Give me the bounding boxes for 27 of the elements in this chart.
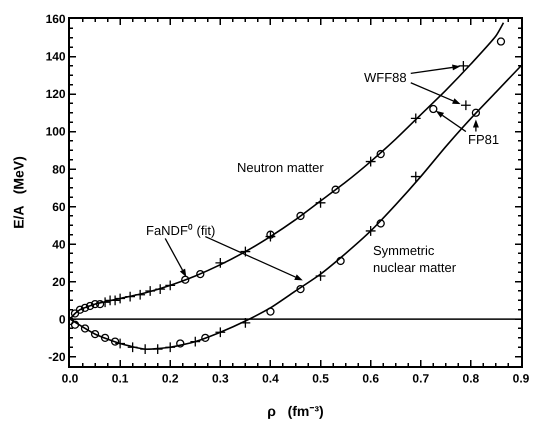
y-axis-title: E/A (MeV) — [10, 156, 27, 229]
y-tick-label: 80 — [52, 162, 66, 176]
y-tick-label: -20 — [48, 350, 66, 364]
annotation: WFF88 — [364, 70, 407, 85]
y-tick-label: 20 — [52, 274, 66, 289]
x-tick-label: 0.2 — [162, 371, 179, 386]
series-label: Symmetric nuclear matter — [373, 243, 457, 275]
y-tick-label: 160 — [46, 12, 66, 26]
x-tick-label: 0.0 — [62, 371, 79, 386]
y-tick-label: 60 — [52, 200, 66, 214]
x-tick-label: 0.5 — [312, 371, 330, 386]
x-tick-label: 0.3 — [212, 371, 229, 386]
y-tick-label: 120 — [46, 87, 66, 102]
annotation: FP81 — [468, 132, 500, 147]
y-tick-label: 140 — [46, 50, 66, 64]
y-tick-label: 40 — [52, 237, 66, 252]
x-tick-label: 0.7 — [412, 371, 430, 386]
y-tick-label: 100 — [46, 124, 66, 139]
x-axis-title: ρ (fm⁻³) — [267, 403, 324, 420]
x-tick-label: 0.1 — [112, 371, 129, 386]
annotation: FaNDF⁰ (fit) — [146, 223, 216, 238]
y-tick-label: 0 — [58, 312, 66, 326]
series-label: Neutron matter — [237, 160, 324, 175]
x-tick-label: 0.9 — [512, 371, 530, 386]
x-tick-label: 0.4 — [262, 371, 280, 386]
x-tick-label: 0.8 — [462, 371, 480, 386]
x-tick-label: 0.6 — [362, 371, 380, 386]
